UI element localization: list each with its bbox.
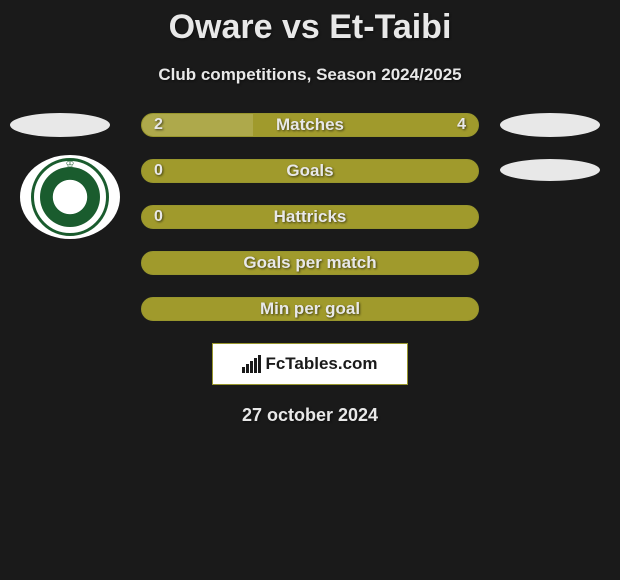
- stat-value-left: 2: [154, 116, 163, 134]
- stat-label: Min per goal: [260, 299, 360, 319]
- stats-container: ♔ 2Matches40Goals0HattricksGoals per mat…: [0, 113, 620, 321]
- stat-label: Goals: [286, 161, 333, 181]
- stat-row: 2 Matches 4: [0, 113, 620, 137]
- stat-row: Min per goal: [0, 297, 620, 321]
- stat-row: 0 Goals: [0, 159, 620, 183]
- stat-value-left: 0: [154, 162, 163, 180]
- date-text: 27 october 2024: [0, 405, 620, 426]
- stat-label: Matches: [276, 115, 344, 135]
- page-title: Oware vs Et-Taibi: [0, 0, 620, 47]
- stat-value-left: 0: [154, 208, 163, 226]
- stat-bar: 2 Matches 4: [141, 113, 479, 137]
- chart-icon: [242, 355, 261, 373]
- stat-bar: 0 Hattricks: [141, 205, 479, 229]
- brand-text: FcTables.com: [265, 354, 377, 374]
- stat-row: Goals per match: [0, 251, 620, 275]
- stat-bar: Goals per match: [141, 251, 479, 275]
- stat-bar: Min per goal: [141, 297, 479, 321]
- brand-box: FcTables.com: [212, 343, 408, 385]
- stat-value-right: 4: [457, 116, 466, 134]
- stat-label: Goals per match: [243, 253, 376, 273]
- page-subtitle: Club competitions, Season 2024/2025: [0, 65, 620, 85]
- stat-row: 0 Hattricks: [0, 205, 620, 229]
- stat-label: Hattricks: [274, 207, 347, 227]
- stat-bar: 0 Goals: [141, 159, 479, 183]
